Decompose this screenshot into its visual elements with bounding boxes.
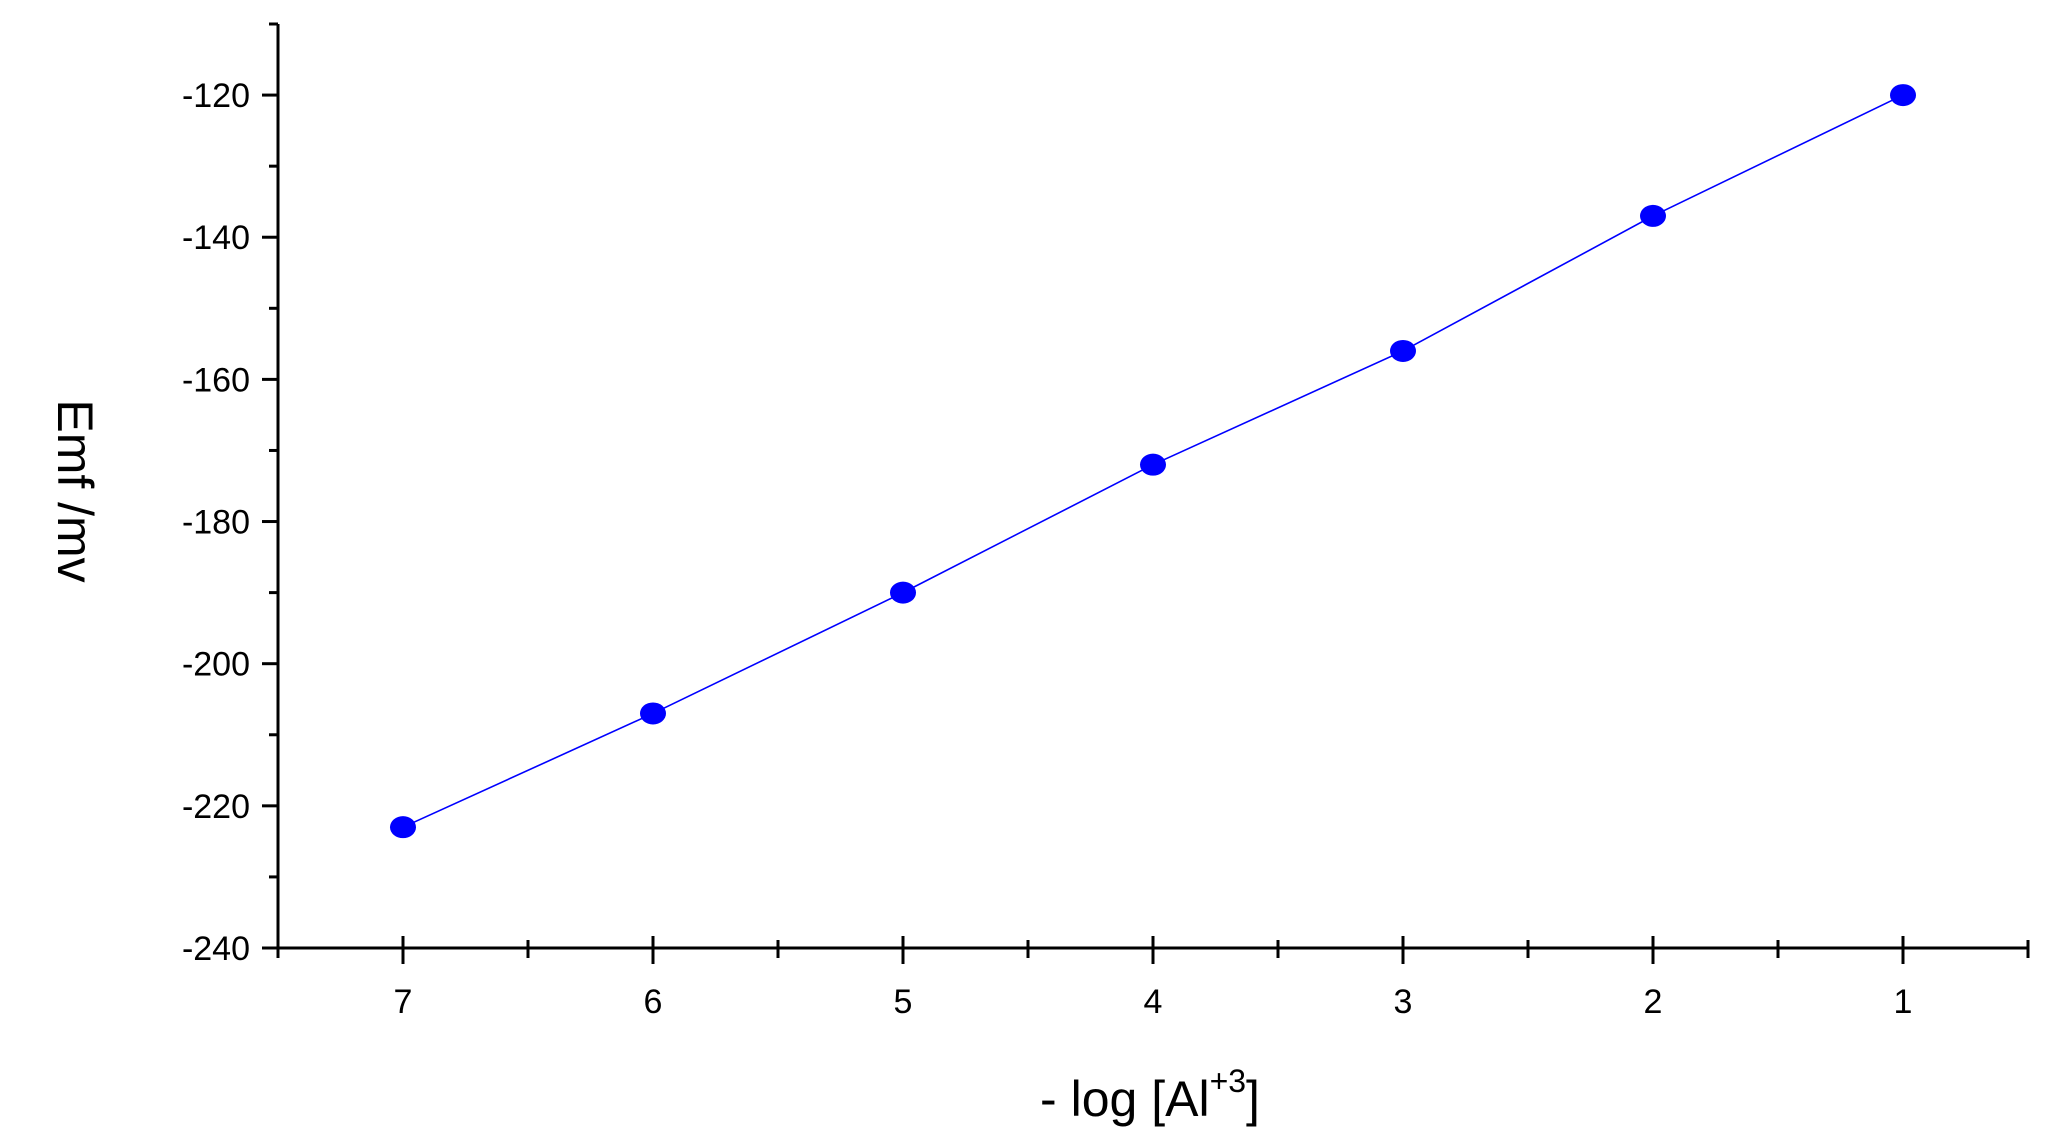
x-tick-label: 5 [894, 983, 913, 1021]
data-point [640, 702, 666, 725]
data-point [890, 581, 916, 604]
data-point [1640, 204, 1666, 227]
data-point [1140, 453, 1166, 476]
x-axis-label-superscript: +3 [1210, 1063, 1246, 1099]
y-tick-label: -220 [182, 788, 250, 826]
y-tick-label: -160 [182, 361, 250, 399]
x-axis-label: - log [Al+3] [1040, 1063, 1260, 1127]
y-tick-label: -240 [182, 930, 250, 968]
y-tick-label: -200 [182, 646, 250, 684]
data-point [1890, 84, 1916, 107]
x-axis-label-prefix: - log [Al [1040, 1071, 1210, 1127]
y-axis-label: Emf /mv [47, 399, 103, 582]
y-tick-label: -140 [182, 219, 250, 257]
data-point [390, 816, 416, 839]
axes: -240 -220 -200 -180 -160 -140 -120 7 6 5 4 3 2 1 [182, 22, 2030, 1021]
x-tick-label: 7 [394, 983, 413, 1021]
axis-labels: Emf /mv - log [Al+3] [47, 399, 1260, 1127]
series-layer [390, 84, 1916, 839]
x-tick-label: 4 [1144, 983, 1163, 1021]
x-tick-label: 6 [644, 983, 663, 1021]
x-axis-label-suffix: ] [1246, 1071, 1260, 1127]
data-point [1390, 339, 1416, 362]
x-tick-label: 2 [1644, 983, 1663, 1021]
x-tick-label: 3 [1394, 983, 1413, 1021]
y-tick-label: -180 [182, 504, 250, 542]
x-tick-label: 1 [1894, 983, 1913, 1021]
y-tick-label: -120 [182, 77, 250, 115]
